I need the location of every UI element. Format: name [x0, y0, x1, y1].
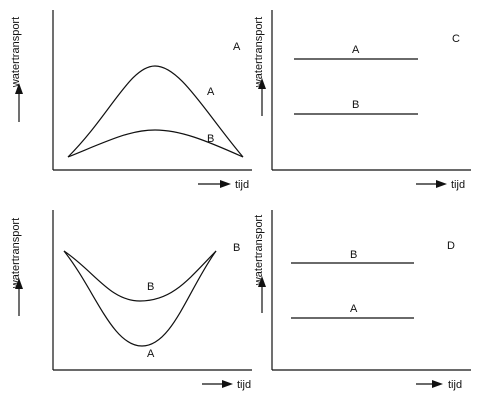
y-axis-label: watertransport	[10, 17, 22, 88]
x-axis-label: tijd	[235, 179, 249, 191]
curve-b-label: B	[207, 133, 214, 145]
line-b-label: B	[350, 249, 357, 261]
y-axis-arrow	[258, 276, 266, 313]
panel-letter: B	[233, 242, 240, 254]
curve-b	[67, 129, 244, 158]
curve-a-label: A	[207, 86, 215, 98]
x-axis-label: tijd	[237, 379, 251, 391]
curve-a-label: A	[147, 348, 155, 360]
x-axis-label: tijd	[448, 379, 462, 391]
y-axis-arrow	[15, 278, 23, 316]
x-axis-arrow	[202, 380, 233, 388]
y-axis-arrow	[258, 78, 266, 116]
y-axis-label: watertransport	[253, 17, 265, 88]
y-axis-label: watertransport	[10, 218, 22, 289]
panel-b: watertransport tijd B B A	[10, 210, 252, 391]
x-axis-arrow	[416, 180, 447, 188]
panel-letter: D	[447, 240, 455, 252]
y-axis-arrow	[15, 83, 23, 122]
line-a-label: A	[352, 44, 360, 56]
panel-d: watertransport tijd D B A	[253, 210, 471, 391]
x-axis-arrow	[416, 380, 443, 388]
curve-a	[67, 65, 244, 158]
x-axis-arrow	[198, 180, 231, 188]
panel-letter: C	[452, 33, 460, 45]
line-b-label: B	[352, 99, 359, 111]
y-axis-label: watertransport	[253, 215, 265, 286]
curve-b	[63, 250, 217, 302]
panel-a: watertransport tijd A A B	[10, 10, 252, 191]
curve-a	[63, 250, 217, 347]
curve-b-label: B	[147, 281, 154, 293]
panel-c: watertransport tijd C A B	[253, 10, 471, 191]
line-a-label: A	[350, 303, 358, 315]
x-axis-label: tijd	[451, 179, 465, 191]
panel-letter: A	[233, 41, 241, 53]
